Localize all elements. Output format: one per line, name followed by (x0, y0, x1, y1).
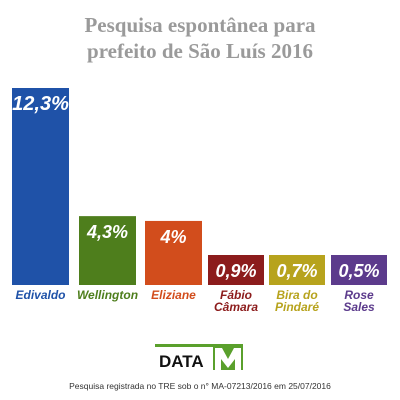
chart-title: Pesquisa espontânea para prefeito de São… (0, 12, 400, 64)
datam-logo: DATA M (155, 340, 245, 372)
bar-5 (331, 255, 387, 285)
bar-0 (12, 88, 69, 285)
category-label-1: Wellington (77, 288, 138, 302)
bar-chart: 12,3% Edivaldo 4,3% Wellington 4% Eliziane 0,9… (12, 88, 387, 314)
bar-1 (79, 216, 136, 285)
category-label-2: Eliziane (151, 288, 196, 302)
value-label-2: 4% (159, 227, 186, 247)
value-label-3: 0,9% (215, 261, 256, 281)
bar-4 (269, 255, 325, 285)
value-label-0: 12,3% (12, 93, 69, 115)
value-label-5: 0,5% (338, 261, 379, 281)
logo-mark: M (155, 340, 156, 341)
category-label-5: Rose Sales (343, 288, 375, 314)
bar-2 (145, 220, 202, 285)
category-label-4: Bira do Pindaré (275, 288, 319, 314)
footnote: Pesquisa registrada no TRE sob o n° MA-0… (69, 381, 331, 391)
category-label-0: Edivaldo (15, 288, 65, 302)
bar-3 (208, 255, 264, 285)
value-label-4: 0,7% (276, 261, 317, 281)
value-label-1: 4,3% (86, 222, 128, 242)
category-label-3: Fábio Câmara (214, 288, 258, 314)
logo-text: DATA (159, 352, 204, 371)
chart-title-line-2: prefeito de São Luís 2016 (87, 39, 313, 63)
chart-title-line-1: Pesquisa espontânea para (84, 13, 316, 37)
